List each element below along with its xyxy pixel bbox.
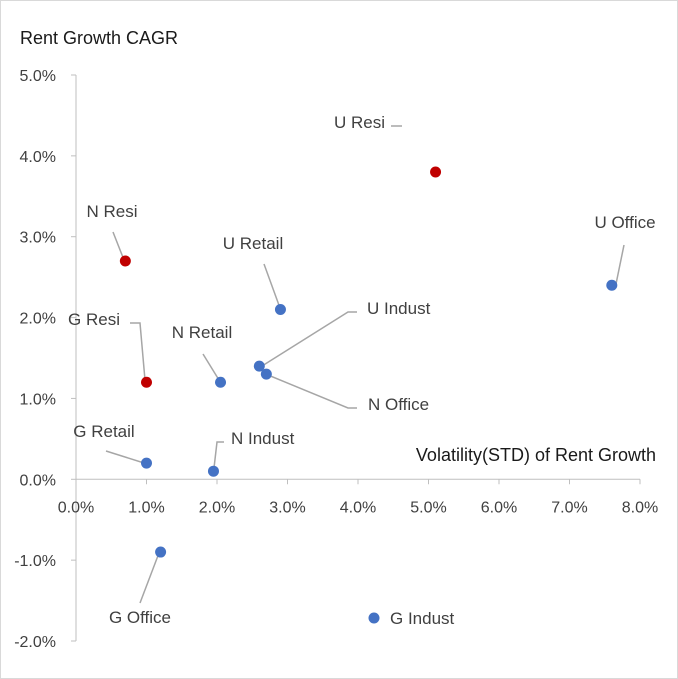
leader-line bbox=[202, 353, 220, 381]
data-point bbox=[430, 166, 442, 178]
x-tick-label: 3.0% bbox=[269, 499, 305, 516]
leader-line bbox=[263, 263, 281, 309]
x-axis-title: Volatility(STD) of Rent Growth bbox=[416, 445, 656, 465]
leader-line bbox=[261, 311, 357, 367]
data-label: N Office bbox=[368, 395, 429, 414]
x-tick-label: 8.0% bbox=[622, 499, 658, 516]
leader-line bbox=[139, 552, 160, 604]
data-point bbox=[119, 255, 131, 267]
y-tick-label: 3.0% bbox=[20, 230, 56, 247]
data-point bbox=[260, 368, 272, 380]
y-tick-label: 1.0% bbox=[20, 391, 56, 408]
data-point bbox=[215, 376, 227, 388]
data-label: G Resi bbox=[68, 310, 120, 329]
leader-line bbox=[213, 441, 224, 469]
x-tick-label: 1.0% bbox=[128, 499, 164, 516]
leader-line bbox=[105, 450, 145, 464]
data-point bbox=[155, 546, 167, 558]
leader-line bbox=[130, 322, 146, 381]
data-label: G Retail bbox=[73, 422, 134, 441]
x-tick-label: 5.0% bbox=[410, 499, 446, 516]
x-tick-label: 2.0% bbox=[199, 499, 235, 516]
data-label: G Office bbox=[109, 608, 171, 627]
data-label: U Indust bbox=[367, 299, 431, 318]
leader-line bbox=[112, 231, 125, 261]
data-label: U Office bbox=[594, 213, 655, 232]
x-tick-label: 7.0% bbox=[551, 499, 587, 516]
y-tick-label: -1.0% bbox=[14, 553, 56, 570]
x-tick-label: 0.0% bbox=[58, 499, 94, 516]
leader-line bbox=[267, 374, 357, 409]
data-point bbox=[141, 376, 152, 388]
data-label: N Retail bbox=[172, 323, 232, 342]
y-tick-label: 0.0% bbox=[20, 472, 56, 489]
leader-line bbox=[615, 244, 625, 285]
data-point bbox=[253, 360, 265, 372]
data-point bbox=[207, 465, 219, 477]
data-label: N Indust bbox=[231, 429, 295, 448]
data-label: U Retail bbox=[223, 234, 283, 253]
y-tick-label: -2.0% bbox=[14, 634, 56, 651]
y-axis-title: Rent Growth CAGR bbox=[20, 28, 178, 48]
x-tick-label: 6.0% bbox=[481, 499, 517, 516]
y-tick-label: 2.0% bbox=[20, 311, 56, 328]
data-point bbox=[141, 457, 152, 469]
y-tick-label: 5.0% bbox=[20, 68, 56, 85]
legend-label: G Indust bbox=[390, 609, 455, 628]
legend-marker bbox=[368, 612, 380, 624]
data-point bbox=[606, 279, 618, 291]
data-point bbox=[274, 303, 286, 315]
y-tick-label: 4.0% bbox=[20, 149, 56, 166]
x-tick-label: 4.0% bbox=[340, 499, 376, 516]
data-label: U Resi bbox=[334, 113, 385, 132]
data-label: N Resi bbox=[86, 202, 137, 221]
